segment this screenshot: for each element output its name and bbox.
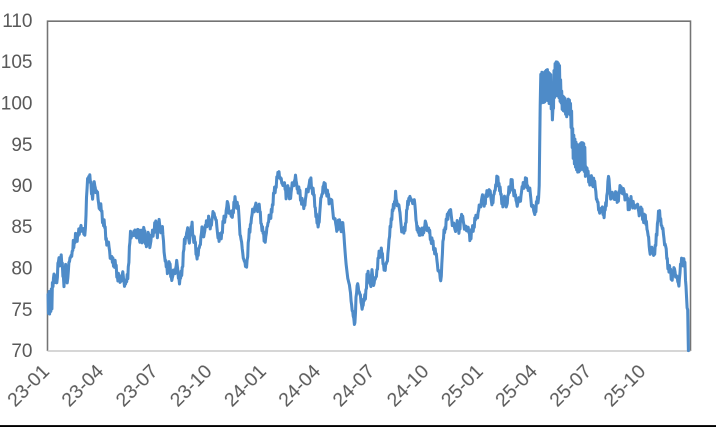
svg-text:95: 95 (11, 135, 32, 156)
svg-text:75: 75 (11, 300, 32, 321)
svg-text:85: 85 (11, 217, 32, 238)
svg-text:105: 105 (1, 52, 33, 73)
svg-text:70: 70 (11, 341, 32, 362)
svg-text:80: 80 (11, 259, 32, 280)
svg-text:90: 90 (11, 176, 32, 197)
svg-text:100: 100 (1, 94, 33, 115)
svg-text:110: 110 (2, 11, 32, 32)
